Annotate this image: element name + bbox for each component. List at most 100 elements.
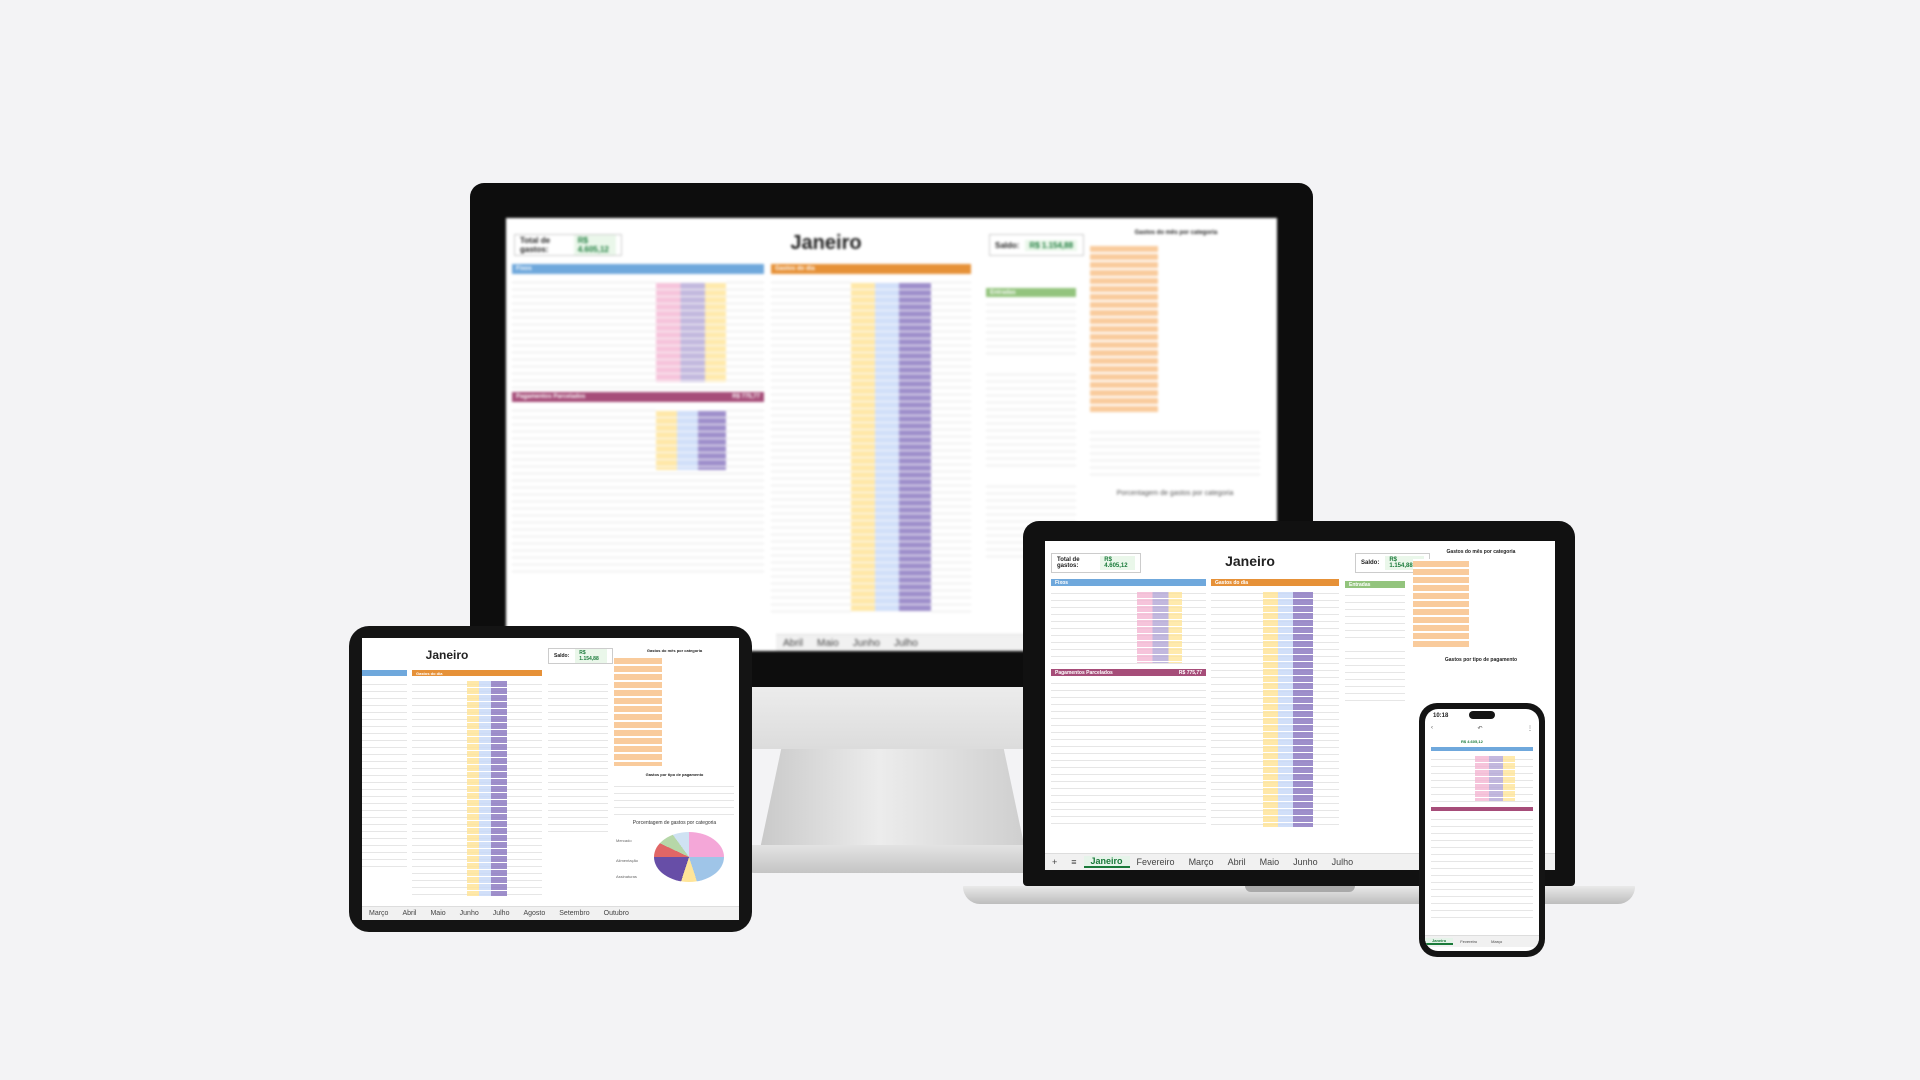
lap-parcelados-value: R$ 775,77 <box>1178 669 1202 676</box>
lap-categoria-header: Gastos do mês por categoria <box>1446 549 1516 555</box>
pie-label-alimentacao: Alimentação <box>616 858 639 863</box>
dia-header: Gastos do dia <box>771 264 971 274</box>
tab-abril[interactable]: Abril <box>783 637 804 649</box>
tab-julho[interactable]: Julho <box>1331 857 1354 867</box>
phone-status-time: 10:18 <box>1433 713 1449 719</box>
fixos-table <box>512 276 764 388</box>
back-icon[interactable]: ‹ <box>1431 725 1433 731</box>
tab-tipo-pagamento-table <box>614 780 734 816</box>
tab-agosto[interactable]: Agosto <box>523 910 546 917</box>
laptop-notch <box>1245 886 1355 892</box>
lap-parcelados-label: Pagamentos Parcelados <box>1055 669 1113 676</box>
tab-junho[interactable]: Junho <box>852 637 880 649</box>
lap-fixos-pills <box>1137 591 1182 663</box>
total-gastos-value: R$ 4.605,12 <box>573 235 616 255</box>
parcelados-label: Pagamentos Parcelados <box>516 394 586 400</box>
chart-title: Porcentagem de gastos por categoria <box>1116 490 1234 497</box>
tab-fixos-table <box>362 678 407 868</box>
fixos-header-label: Fixos <box>516 266 532 272</box>
lap-dia-pills <box>1263 591 1313 827</box>
phone-total-value: R$ 4.605,12 <box>1461 739 1483 744</box>
phone-fixos-pills <box>1475 755 1515 801</box>
parcelados-value: R$ 775,77 <box>732 394 760 400</box>
sheet-list-icon[interactable]: ≡ <box>1071 857 1077 867</box>
dia-pills <box>851 282 931 612</box>
tab-fixos-header <box>362 670 407 676</box>
saldo-label: Saldo: <box>995 240 1020 250</box>
tab-janeiro[interactable]: Janeiro <box>1083 856 1130 868</box>
lap-entradas-label: Entradas <box>1349 581 1371 588</box>
pie-chart <box>654 832 724 882</box>
tab-setembro[interactable]: Setembro <box>559 910 590 917</box>
lap-fixos-label: Fixos <box>1055 579 1069 586</box>
tab-categoria-list <box>614 656 734 766</box>
parcelados-table <box>512 404 764 574</box>
fixos-header: Fixos <box>512 264 764 274</box>
tab-maio[interactable]: Maio <box>817 637 839 649</box>
tab-page-title: Janeiro <box>425 648 469 662</box>
tablet-screen: Janeiro Saldo: R$ 1.154,88 Gastos do dia… <box>362 638 739 920</box>
lap-dia-header: Gastos do dia <box>1211 579 1339 586</box>
phone-toolbar: ‹ ↶ ⋮ <box>1431 725 1533 735</box>
pie-label-mercado: Mercado <box>616 838 632 843</box>
total-gastos-box: Total de gastos: R$ 4.605,12 <box>514 234 622 256</box>
undo-icon[interactable]: ↶ <box>1477 726 1483 732</box>
tab-saldo-value: R$ 1.154,88 <box>575 649 607 663</box>
phone-parcelados-table <box>1431 813 1533 923</box>
lap-fixos-table <box>1051 587 1206 665</box>
tab-chart-title: Porcentagem de gastos por categoria <box>632 820 717 826</box>
tab-junho[interactable]: Junho <box>459 910 479 917</box>
categoria-header: Gastos do mês por categoria <box>1134 230 1218 236</box>
entradas-header: Entradas <box>986 288 1076 297</box>
tab-saldo-label: Saldo: <box>554 653 570 659</box>
tab-fevereiro[interactable]: Fevereiro <box>1460 939 1478 944</box>
saidas-table <box>986 368 1076 468</box>
pie-label-assinaturas: Assinaturas <box>616 874 637 879</box>
tab-tipo-pagamento-header: Gastos por tipo de pagamento <box>645 772 704 777</box>
lap-parcelados-header: Pagamentos Parcelados R$ 775,77 <box>1051 669 1206 676</box>
tab-saldo-box: Saldo: R$ 1.154,88 <box>548 648 613 664</box>
parcelados-pills <box>656 410 726 470</box>
lap-parcelados-table <box>1051 677 1206 827</box>
tab-maio[interactable]: Maio <box>430 910 446 917</box>
dia-header-label: Gastos do dia <box>775 266 815 272</box>
parcelados-header: Pagamentos Parcelados R$ 775,77 <box>512 392 764 402</box>
tab-marco[interactable]: Março <box>369 910 389 917</box>
lap-saldo-label: Saldo: <box>1361 560 1380 566</box>
tab-janeiro[interactable]: Janeiro <box>1425 938 1454 945</box>
tab-entradas-saidas <box>548 678 608 838</box>
lap-entradas-table <box>1345 589 1405 639</box>
phone-parcelados-header <box>1431 807 1533 811</box>
tab-dia-pills <box>467 680 507 896</box>
tab-dia-header: Gastos do dia <box>412 670 542 676</box>
tab-marco[interactable]: Março <box>1188 857 1214 867</box>
tab-junho[interactable]: Junho <box>1293 857 1318 867</box>
saldo-value: R$ 1.154,88 <box>1025 239 1078 251</box>
entradas-label: Entradas <box>990 289 1016 296</box>
tab-julho[interactable]: Julho <box>893 637 918 649</box>
lap-fixos-header: Fixos <box>1051 579 1206 586</box>
imac-stand-base <box>740 845 1045 873</box>
entradas-table <box>986 298 1076 358</box>
tab-abril[interactable]: Abril <box>1227 857 1246 867</box>
lap-dia-label: Gastos do dia <box>1215 579 1249 586</box>
lap-entradas-header: Entradas <box>1345 581 1405 588</box>
tab-maio[interactable]: Maio <box>1259 857 1280 867</box>
categoria-list <box>1090 244 1260 414</box>
tab-abril[interactable]: Abril <box>402 910 417 917</box>
page-title: Janeiro <box>790 232 862 254</box>
tab-marco[interactable]: Março <box>1491 939 1503 944</box>
imac-screen: Total de gastos: R$ 4.605,12 Janeiro Sal… <box>506 218 1277 651</box>
phone-screen: 10:18 ‹ ↶ ⋮ R$ 4.605,12 Janeiro Fevereir… <box>1425 709 1539 951</box>
phone-fixos-header <box>1431 747 1533 751</box>
total-gastos-label: Total de gastos: <box>520 236 551 254</box>
more-icon[interactable]: ⋮ <box>1527 726 1533 732</box>
lap-categoria-list <box>1413 559 1553 649</box>
tab-fevereiro[interactable]: Fevereiro <box>1136 857 1175 867</box>
tab-julho[interactable]: Julho <box>492 910 510 917</box>
lap-saidas-table <box>1345 645 1405 705</box>
fixos-category-pills <box>656 282 726 382</box>
add-sheet-icon[interactable]: + <box>1052 857 1058 867</box>
saldo-box: Saldo: R$ 1.154,88 <box>989 234 1084 256</box>
tab-outubro[interactable]: Outubro <box>603 910 629 917</box>
